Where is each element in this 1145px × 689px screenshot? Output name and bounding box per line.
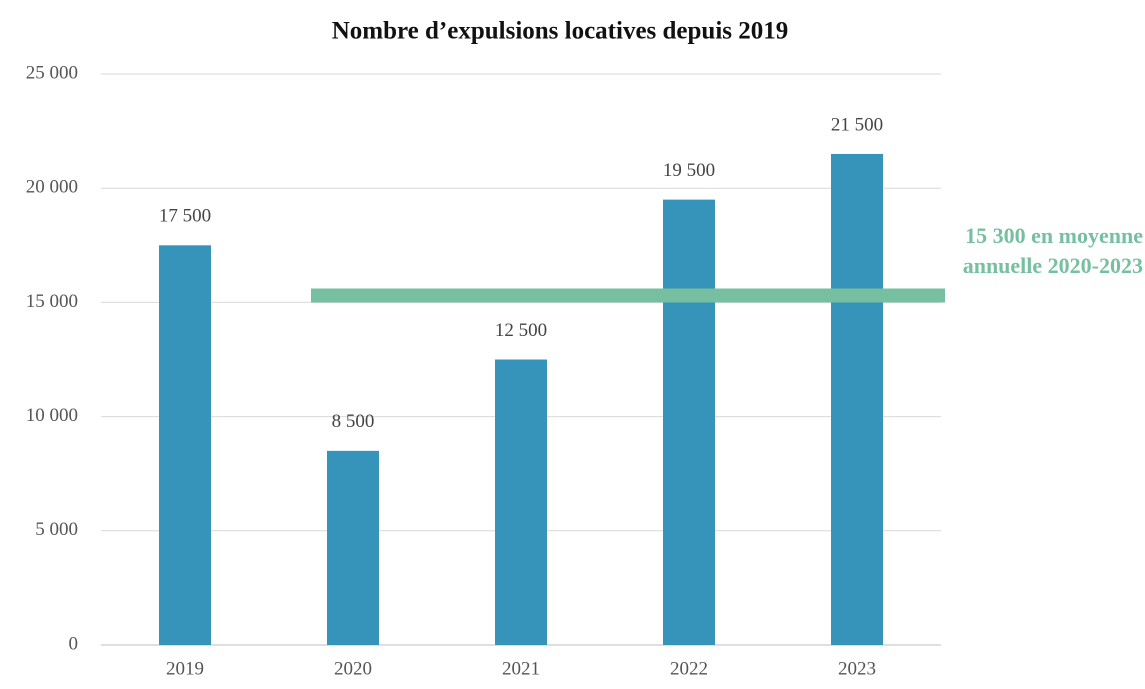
value-label: 8 500 (332, 411, 375, 432)
annotation: annuelle 2020-2023 (963, 253, 1143, 278)
bar (327, 450, 379, 645)
y-tick-label: 25 000 (26, 62, 78, 83)
bar (495, 359, 547, 645)
bar (663, 199, 715, 645)
y-tick-label: 20 000 (26, 177, 78, 198)
value-label: 12 500 (495, 320, 547, 341)
y-tick-label: 5 000 (35, 519, 78, 540)
y-tick-label: 0 (69, 633, 79, 654)
bar (831, 153, 883, 645)
value-label: 17 500 (159, 206, 211, 227)
value-label: 21 500 (831, 114, 883, 135)
annotation: 15 300 en moyenne (965, 223, 1143, 248)
x-tick-label: 2020 (334, 658, 372, 679)
x-tick-label: 2019 (166, 658, 204, 679)
x-tick-label: 2022 (670, 658, 708, 679)
y-tick-label: 10 000 (26, 405, 78, 426)
bar (159, 245, 211, 646)
chart-title: Nombre d’expulsions locatives depuis 201… (332, 18, 789, 45)
y-tick-label: 15 000 (26, 291, 78, 312)
value-label: 19 500 (663, 160, 715, 181)
x-tick-label: 2021 (502, 658, 540, 679)
x-tick-label: 2023 (838, 658, 876, 679)
